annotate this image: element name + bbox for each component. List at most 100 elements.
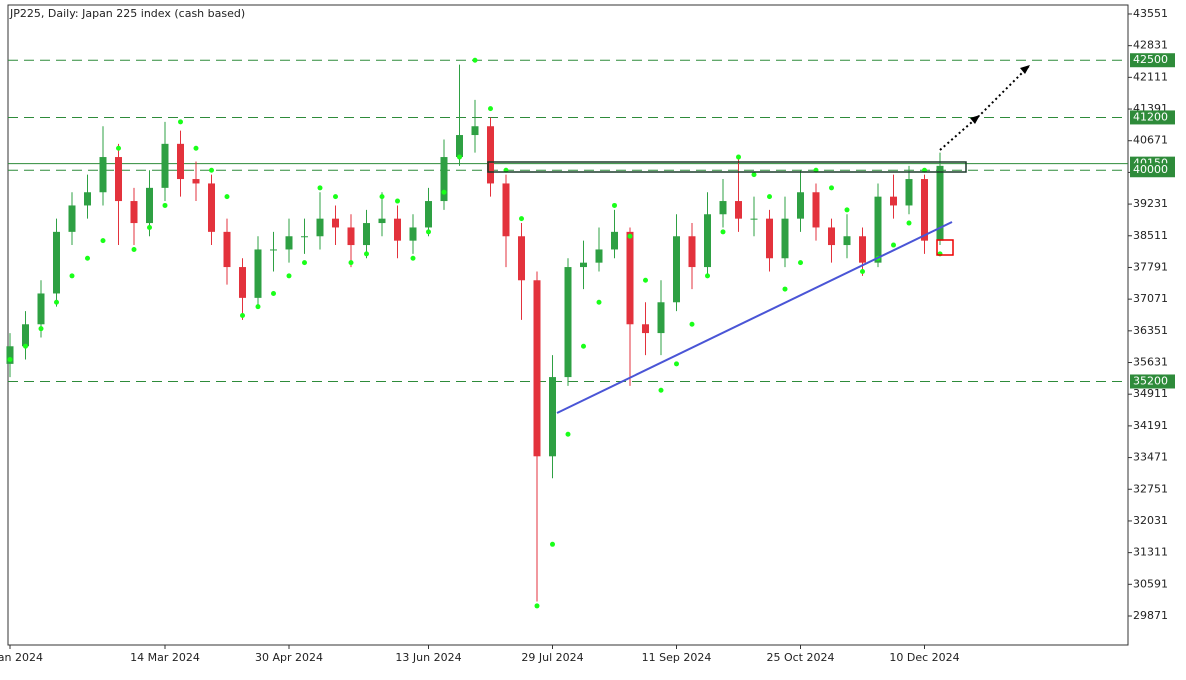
candle-body [192,179,200,184]
sar-dot [162,202,168,208]
candle-body [750,218,758,220]
sar-dot [705,273,710,279]
candle-body [735,201,742,219]
candle-body [68,205,76,232]
x-tick-label: 11 Sep 2024 [642,651,712,664]
sar-dot [689,321,695,327]
sar-dot [286,273,292,279]
sar-dot [302,260,307,266]
candle-body [161,143,169,188]
trendline [556,221,953,414]
sar-dot [581,343,586,349]
sar-dot [550,541,555,547]
x-tick-label: 30 Apr 2024 [255,651,323,664]
sar-dot [457,154,462,160]
candle-body [564,267,572,378]
candle-body [673,236,680,303]
arrow-head [1020,65,1030,74]
candle-body [115,157,122,202]
x-tick-label: 13 Jun 2024 [395,651,461,664]
candle-body [84,192,91,206]
candle-body [936,165,944,241]
arrow-head [970,115,980,124]
sar-dot [410,255,416,261]
sar-dot [612,202,617,208]
candle-body [797,192,804,219]
candle-body [812,192,820,228]
sar-dot [364,251,369,257]
y-tick-label: 34911 [1133,387,1168,400]
sar-dot [348,260,354,266]
sar-dot [224,194,230,200]
candle-body [378,218,386,224]
level-label: 41200 [1133,110,1168,123]
candle-body [332,218,339,228]
candle-body [456,135,463,158]
y-tick-label: 42111 [1133,70,1168,83]
sar-dot [38,326,44,332]
sar-dot [178,119,183,125]
level-label-box [1130,110,1175,125]
y-tick-label: 38511 [1133,229,1168,242]
projection-arrow [939,64,1031,151]
candle-body [595,249,603,263]
candle-body [766,218,773,259]
candle-body [502,183,510,237]
candle-body [270,249,277,251]
candle-body [921,179,928,241]
sar-dot [317,185,323,191]
y-tick-label: 39231 [1133,197,1168,210]
candle-body [285,236,293,250]
level-label-box [1130,163,1175,178]
candle-body [533,280,541,457]
candle-body [843,236,851,246]
sar-dot [7,356,13,362]
x-tick-label: 10 Dec 2024 [889,651,959,664]
candle-body [53,231,60,294]
sar-dot [891,242,896,248]
candle-body [363,223,370,246]
candle-body [239,267,246,298]
level-label: 35200 [1133,374,1168,387]
candle-body [890,196,897,206]
candle-body [518,236,525,281]
candle-body [146,187,153,224]
candle-body [409,227,417,241]
sar-dot [395,198,400,204]
y-tick-label: 37071 [1133,292,1168,305]
sar-dot [627,233,633,239]
y-tick-label: 32751 [1133,482,1168,495]
y-tick-label: 35631 [1133,356,1168,369]
y-tick-label: 30591 [1133,577,1168,590]
y-tick-label: 31311 [1133,546,1168,559]
candle-body [688,236,696,268]
level-label-box [1130,53,1175,68]
candle-body [487,126,494,184]
sar-dot [674,361,679,367]
candle-body [874,196,882,263]
y-tick-label: 33471 [1133,451,1168,464]
level-label: 42500 [1133,53,1168,66]
candle-body [549,377,556,457]
y-tick-label: 40671 [1133,134,1168,147]
sar-dot [333,194,338,200]
candle-body [611,231,618,250]
y-tick-label: 43551 [1133,7,1168,20]
candle-body [347,227,355,246]
sar-dot [844,207,850,213]
sar-dot [69,273,75,279]
sar-dot [767,194,772,200]
sar-dot [441,189,447,195]
sar-dot [131,246,137,252]
sar-dot [147,224,152,230]
highlight-box [936,239,954,256]
sar-dot [255,304,261,310]
x-tick-label: 25 Oct 2024 [766,651,834,664]
candle-body [642,324,649,334]
y-tick-label: 32031 [1133,514,1168,527]
sar-dot [720,229,726,235]
candle-body [208,183,215,232]
sar-dot [100,238,106,244]
